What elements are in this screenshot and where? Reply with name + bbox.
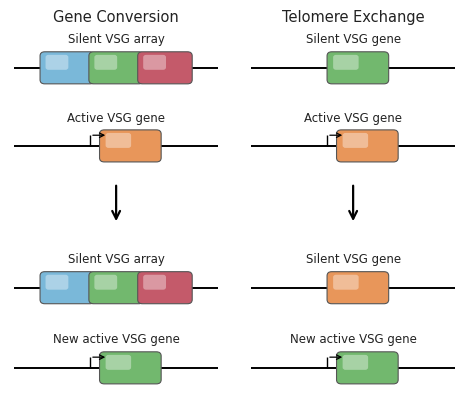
FancyBboxPatch shape: [89, 52, 143, 84]
FancyBboxPatch shape: [333, 55, 359, 70]
FancyBboxPatch shape: [40, 52, 94, 84]
FancyBboxPatch shape: [46, 275, 68, 290]
FancyBboxPatch shape: [337, 130, 398, 162]
FancyBboxPatch shape: [327, 272, 389, 304]
FancyBboxPatch shape: [100, 352, 161, 384]
Text: Silent VSG array: Silent VSG array: [68, 253, 164, 266]
Text: New active VSG gene: New active VSG gene: [290, 333, 417, 346]
FancyBboxPatch shape: [89, 272, 143, 304]
Text: Silent VSG array: Silent VSG array: [68, 33, 164, 46]
FancyBboxPatch shape: [106, 355, 131, 370]
FancyBboxPatch shape: [337, 352, 398, 384]
FancyBboxPatch shape: [143, 55, 166, 70]
FancyBboxPatch shape: [46, 55, 68, 70]
FancyBboxPatch shape: [343, 355, 368, 370]
Text: Gene Conversion: Gene Conversion: [53, 10, 179, 25]
FancyBboxPatch shape: [137, 52, 192, 84]
FancyBboxPatch shape: [343, 133, 368, 148]
FancyBboxPatch shape: [94, 55, 117, 70]
FancyBboxPatch shape: [333, 275, 359, 290]
FancyBboxPatch shape: [106, 133, 131, 148]
FancyBboxPatch shape: [137, 272, 192, 304]
FancyBboxPatch shape: [143, 275, 166, 290]
FancyBboxPatch shape: [327, 52, 389, 84]
FancyBboxPatch shape: [94, 275, 117, 290]
Text: Active VSG gene: Active VSG gene: [67, 111, 165, 125]
FancyBboxPatch shape: [100, 130, 161, 162]
Text: Silent VSG gene: Silent VSG gene: [306, 253, 401, 266]
Text: Silent VSG gene: Silent VSG gene: [306, 33, 401, 46]
Text: Telomere Exchange: Telomere Exchange: [282, 10, 424, 25]
Text: New active VSG gene: New active VSG gene: [53, 333, 180, 346]
FancyBboxPatch shape: [40, 272, 94, 304]
Text: Active VSG gene: Active VSG gene: [304, 111, 402, 125]
